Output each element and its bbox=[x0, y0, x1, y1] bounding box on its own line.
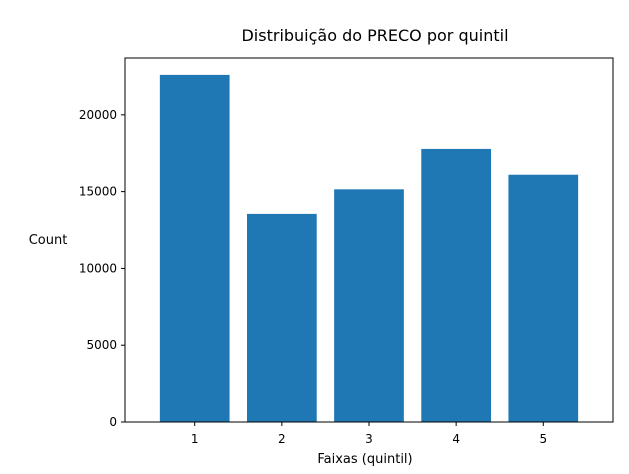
y-tick-label: 5000 bbox=[86, 338, 117, 352]
y-axis-label: Count bbox=[29, 233, 68, 248]
bar-5 bbox=[508, 174, 579, 422]
bar-2 bbox=[247, 213, 317, 422]
bar-4 bbox=[421, 148, 491, 423]
bar-1 bbox=[159, 74, 230, 422]
x-tick-label: 5 bbox=[539, 432, 547, 446]
bar-3 bbox=[334, 189, 404, 422]
y-tick-label: 10000 bbox=[79, 261, 117, 275]
chart-title: Distribuição do PRECO por quintil bbox=[241, 26, 508, 45]
y-tick-label: 0 bbox=[109, 415, 117, 429]
x-tick-label: 4 bbox=[452, 432, 460, 446]
y-axis-ticks: 0 5000 10000 15000 20000 bbox=[79, 108, 125, 429]
x-axis-ticks: 1 2 3 4 5 bbox=[191, 422, 547, 446]
bars-group bbox=[159, 74, 579, 423]
x-tick-label: 3 bbox=[365, 432, 373, 446]
y-tick-label: 20000 bbox=[79, 108, 117, 122]
x-tick-label: 2 bbox=[278, 432, 286, 446]
x-axis-label: Faixas (quintil) bbox=[317, 452, 412, 467]
y-tick-label: 15000 bbox=[79, 185, 117, 199]
x-tick-label: 1 bbox=[191, 432, 199, 446]
